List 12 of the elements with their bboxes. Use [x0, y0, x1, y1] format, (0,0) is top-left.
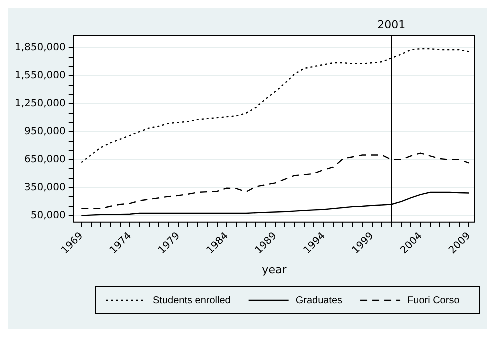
- y-tick-label: 1,550,000: [14, 70, 66, 82]
- y-tick-label: 350,000: [24, 182, 66, 194]
- y-tick-label: 50,000: [30, 210, 66, 222]
- x-axis-title: year: [262, 263, 288, 276]
- ref-line-label: 2001: [378, 18, 406, 32]
- legend-label: Fuori Corso: [408, 295, 460, 306]
- legend-label: Graduates: [296, 295, 343, 306]
- y-tick-label: 950,000: [24, 126, 66, 138]
- y-tick-label: 650,000: [24, 154, 66, 166]
- y-tick-label: 1,250,000: [14, 98, 66, 110]
- y-tick-label: 1,850,000: [14, 42, 66, 54]
- legend-label: Students enrolled: [153, 295, 231, 306]
